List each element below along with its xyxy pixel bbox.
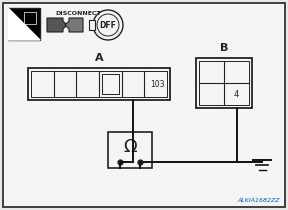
Bar: [108, 132, 152, 168]
Text: A: A: [95, 53, 103, 63]
Text: DISCONNECT: DISCONNECT: [55, 11, 101, 16]
Circle shape: [97, 14, 119, 36]
Polygon shape: [8, 8, 40, 40]
Text: DFF: DFF: [100, 21, 116, 29]
Bar: [102, 74, 119, 94]
Bar: [31, 71, 167, 97]
Bar: [8, 8, 40, 40]
Polygon shape: [47, 18, 67, 32]
Text: ALKIA1682ZZ: ALKIA1682ZZ: [238, 198, 280, 203]
Bar: [199, 61, 249, 105]
Text: H.S.: H.S.: [15, 29, 33, 38]
Circle shape: [93, 10, 123, 40]
Bar: [28, 68, 170, 100]
Polygon shape: [65, 18, 83, 32]
Text: ⛹: ⛹: [25, 13, 32, 23]
Bar: [89, 20, 95, 30]
Bar: [24, 12, 36, 24]
Text: B: B: [220, 43, 228, 53]
Text: Ω: Ω: [123, 138, 137, 156]
Text: 103: 103: [151, 80, 165, 88]
Text: 4: 4: [234, 89, 239, 98]
Bar: [196, 58, 252, 108]
